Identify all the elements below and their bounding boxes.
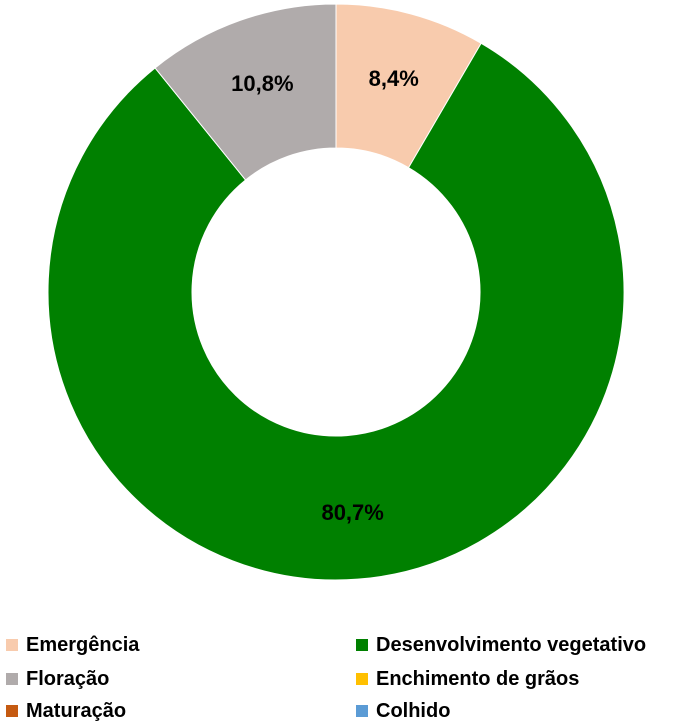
legend-item-enchimento-de-graos: Enchimento de grãos	[356, 666, 579, 692]
data-label-emergencia: 8,4%	[369, 66, 419, 91]
legend-item-colhido: Colhido	[356, 698, 450, 724]
chart-legend: Emergência Desenvolvimento vegetativo Fl…	[0, 630, 689, 724]
legend-item-maturacao: Maturação	[6, 698, 126, 724]
donut-chart: 8,4% 80,7% 10,8%	[47, 3, 625, 581]
legend-swatch-desenvolvimento-vegetativo	[356, 639, 368, 651]
legend-swatch-emergencia	[6, 639, 18, 651]
legend-label-desenvolvimento-vegetativo: Desenvolvimento vegetativo	[376, 633, 647, 656]
legend-label-emergencia: Emergência	[26, 633, 140, 656]
legend-swatch-colhido	[356, 705, 368, 717]
legend-swatch-floracao	[6, 673, 18, 685]
data-label-desenvolvimento-vegetativo: 80,7%	[321, 500, 383, 525]
legend-item-floracao: Floração	[6, 666, 109, 692]
legend-swatch-enchimento-de-graos	[356, 673, 368, 685]
legend-item-emergencia: Emergência	[6, 632, 139, 658]
legend-label-floracao: Floração	[26, 667, 110, 690]
legend-label-enchimento-de-graos: Enchimento de grãos	[376, 667, 580, 690]
data-label-floracao: 10,8%	[231, 71, 293, 96]
legend-item-desenvolvimento-vegetativo: Desenvolvimento vegetativo	[356, 632, 646, 658]
legend-swatch-maturacao	[6, 705, 18, 717]
legend-label-colhido: Colhido	[376, 699, 451, 722]
slice-desenvolvimento-vegetativo	[47, 42, 625, 581]
slice-floracao	[154, 3, 337, 181]
legend-label-maturacao: Maturação	[26, 699, 127, 722]
